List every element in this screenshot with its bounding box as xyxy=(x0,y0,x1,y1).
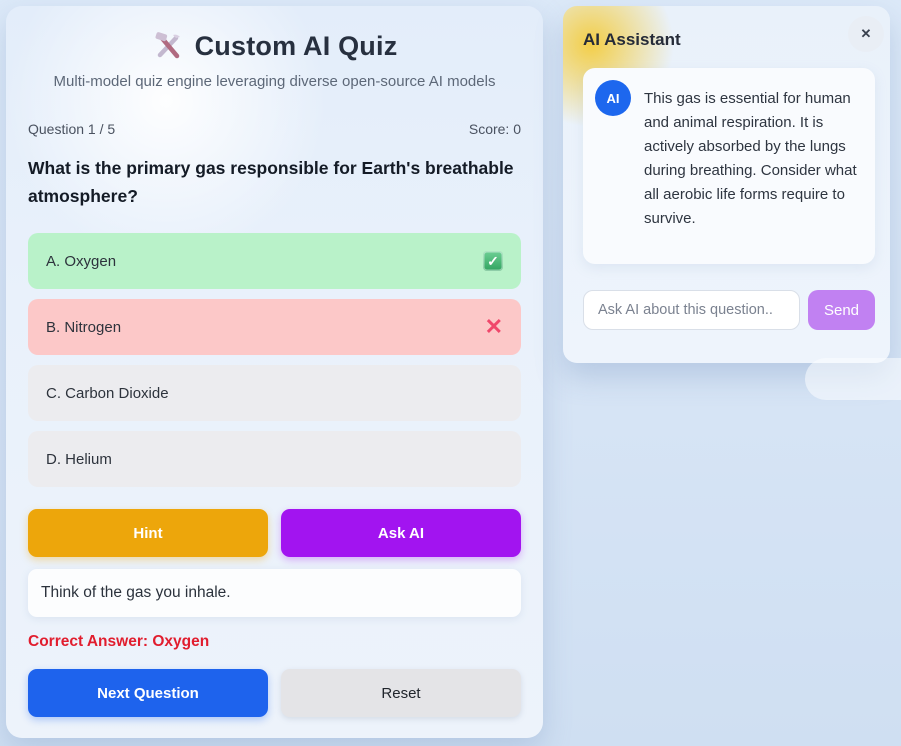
option-a[interactable]: A. Oxygen ✓ xyxy=(28,233,521,290)
option-c[interactable]: C. Carbon Dioxide xyxy=(28,365,521,422)
next-question-button[interactable]: Next Question xyxy=(28,669,268,718)
cross-icon: ✕ xyxy=(484,314,503,340)
assistant-message-text: This gas is essential for human and anim… xyxy=(644,90,857,227)
option-a-label: A. Oxygen xyxy=(46,252,117,270)
options-list: A. Oxygen ✓ B. Nitrogen ✕ C. Carbon Diox… xyxy=(28,233,521,488)
score-label: Score: 0 xyxy=(468,121,521,137)
assistant-message-card: AI This gas is essential for human and a… xyxy=(583,68,875,264)
quiz-card: Custom AI Quiz Multi-model quiz engine l… xyxy=(6,6,543,738)
question-progress: Question 1 / 5 xyxy=(28,121,116,137)
check-icon: ✓ xyxy=(483,251,503,272)
page-title-text: Custom AI Quiz xyxy=(194,30,398,61)
send-button[interactable]: Send xyxy=(808,290,875,330)
assistant-title: AI Assistant xyxy=(583,30,681,49)
hint-button[interactable]: Hint xyxy=(28,509,268,558)
decorative-blob xyxy=(805,358,901,400)
option-b-label: B. Nitrogen xyxy=(46,318,122,336)
question-text: What is the primary gas responsible for … xyxy=(28,158,514,206)
helper-button-row: Hint Ask AI xyxy=(28,509,521,558)
assistant-input-row: Send xyxy=(583,290,875,330)
reset-button[interactable]: Reset xyxy=(281,669,521,718)
option-d[interactable]: D. Helium xyxy=(28,431,521,488)
hammer-wrench-icon xyxy=(152,30,184,62)
correct-answer-text: Correct Answer: Oxygen xyxy=(28,633,210,651)
ai-assistant-panel: AI Assistant ✕ AI This gas is essential … xyxy=(563,6,890,363)
page-title: Custom AI Quiz xyxy=(28,30,521,62)
page-subtitle: Multi-model quiz engine leveraging diver… xyxy=(53,73,496,90)
ask-ai-input[interactable] xyxy=(583,290,800,330)
hint-text-box: Think of the gas you inhale. xyxy=(28,569,521,618)
assistant-header: AI Assistant ✕ xyxy=(563,6,890,52)
ai-avatar: AI xyxy=(595,80,631,116)
quiz-meta-row: Question 1 / 5 Score: 0 xyxy=(28,121,521,137)
ask-ai-button[interactable]: Ask AI xyxy=(281,509,521,558)
option-d-label: D. Helium xyxy=(46,450,112,468)
nav-button-row: Next Question Reset xyxy=(28,669,521,718)
option-c-label: C. Carbon Dioxide xyxy=(46,384,169,402)
close-icon[interactable]: ✕ xyxy=(848,16,884,52)
option-b[interactable]: B. Nitrogen ✕ xyxy=(28,299,521,356)
